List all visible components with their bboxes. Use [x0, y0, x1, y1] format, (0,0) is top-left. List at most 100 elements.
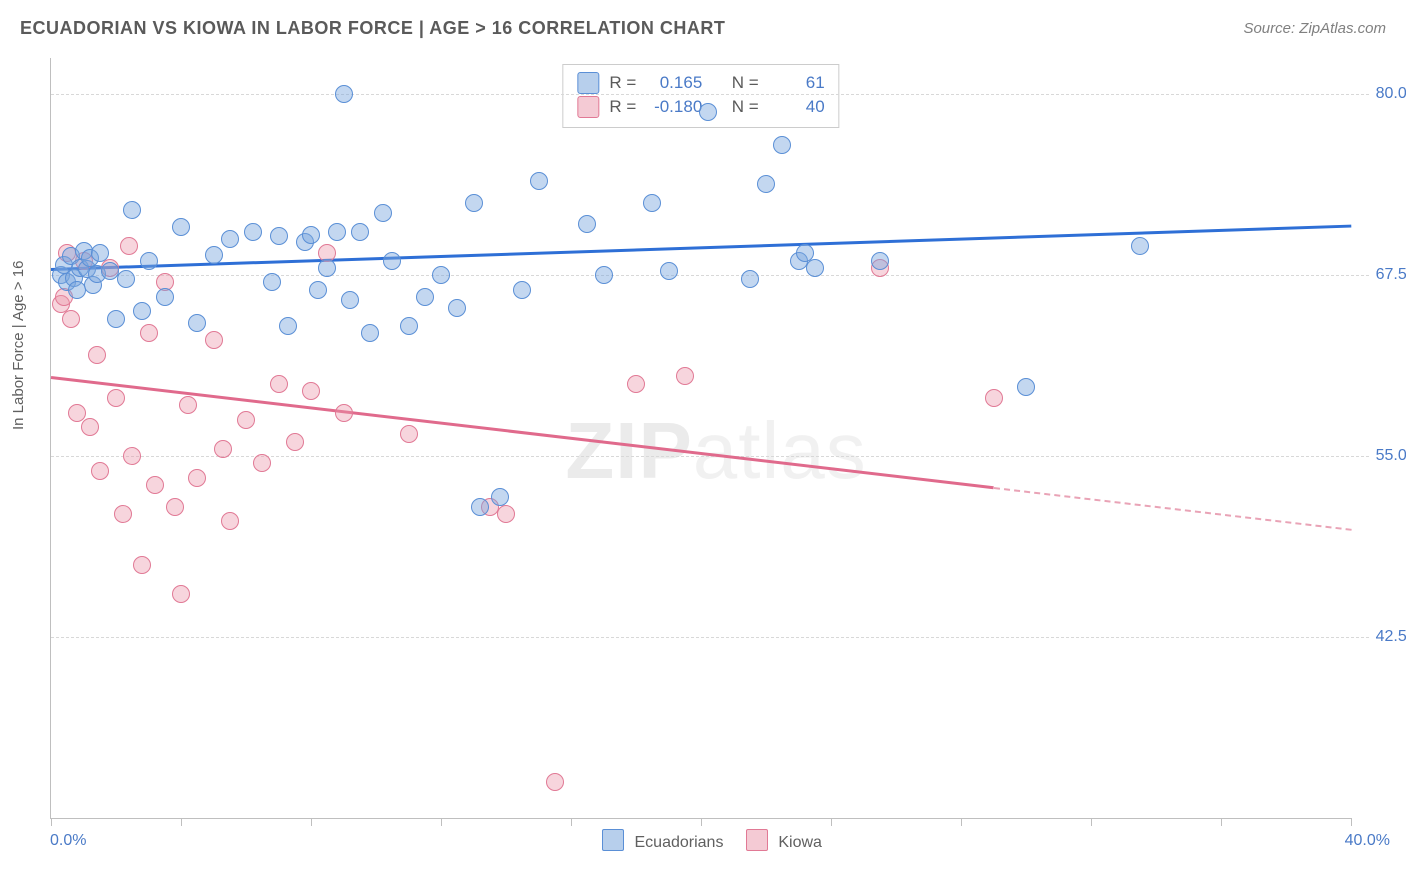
scatter-point-kiowa — [188, 469, 206, 487]
scatter-point-ecuadorians — [699, 103, 717, 121]
scatter-point-kiowa — [286, 433, 304, 451]
scatter-point-kiowa — [237, 411, 255, 429]
scatter-point-kiowa — [676, 367, 694, 385]
scatter-point-ecuadorians — [133, 302, 151, 320]
watermark: ZIPatlas — [565, 405, 866, 497]
scatter-point-ecuadorians — [448, 299, 466, 317]
scatter-point-ecuadorians — [341, 291, 359, 309]
gridline — [51, 275, 1369, 276]
scatter-point-ecuadorians — [107, 310, 125, 328]
scatter-point-kiowa — [133, 556, 151, 574]
scatter-point-kiowa — [62, 310, 80, 328]
y-tick-label: 67.5% — [1361, 266, 1406, 284]
source-label: Source: ZipAtlas.com — [1243, 20, 1386, 37]
x-tick — [701, 818, 702, 826]
scatter-point-ecuadorians — [471, 498, 489, 516]
scatter-point-ecuadorians — [328, 223, 346, 241]
scatter-point-ecuadorians — [221, 230, 239, 248]
scatter-point-ecuadorians — [491, 488, 509, 506]
scatter-point-kiowa — [172, 585, 190, 603]
scatter-point-ecuadorians — [871, 252, 889, 270]
x-tick — [441, 818, 442, 826]
stat-row-ecuadorians: R = 0.165 N = 61 — [577, 71, 824, 95]
scatter-point-ecuadorians — [156, 288, 174, 306]
scatter-point-kiowa — [140, 324, 158, 342]
scatter-point-ecuadorians — [578, 215, 596, 233]
scatter-point-ecuadorians — [806, 259, 824, 277]
scatter-point-kiowa — [88, 346, 106, 364]
x-tick — [571, 818, 572, 826]
scatter-point-kiowa — [205, 331, 223, 349]
scatter-point-ecuadorians — [244, 223, 262, 241]
swatch-ecuadorians-icon — [577, 72, 599, 94]
scatter-point-ecuadorians — [432, 266, 450, 284]
scatter-point-ecuadorians — [302, 226, 320, 244]
scatter-point-ecuadorians — [1131, 237, 1149, 255]
x-tick — [831, 818, 832, 826]
scatter-point-ecuadorians — [660, 262, 678, 280]
scatter-point-ecuadorians — [101, 262, 119, 280]
legend-label-kiowa: Kiowa — [778, 834, 822, 851]
x-tick — [51, 818, 52, 826]
scatter-point-ecuadorians — [309, 281, 327, 299]
legend-label-ecuadorians: Ecuadorians — [635, 834, 724, 851]
swatch-kiowa-icon — [577, 96, 599, 118]
scatter-point-ecuadorians — [361, 324, 379, 342]
scatter-point-ecuadorians — [140, 252, 158, 270]
scatter-point-ecuadorians — [188, 314, 206, 332]
scatter-point-kiowa — [270, 375, 288, 393]
scatter-point-kiowa — [627, 375, 645, 393]
scatter-point-ecuadorians — [351, 223, 369, 241]
scatter-point-ecuadorians — [117, 270, 135, 288]
scatter-point-ecuadorians — [530, 172, 548, 190]
scatter-point-kiowa — [179, 396, 197, 414]
x-tick — [961, 818, 962, 826]
scatter-point-kiowa — [253, 454, 271, 472]
scatter-point-kiowa — [221, 512, 239, 530]
scatter-point-ecuadorians — [465, 194, 483, 212]
scatter-point-kiowa — [91, 462, 109, 480]
scatter-point-ecuadorians — [595, 266, 613, 284]
scatter-point-ecuadorians — [68, 281, 86, 299]
scatter-point-ecuadorians — [773, 136, 791, 154]
scatter-point-ecuadorians — [318, 259, 336, 277]
scatter-point-kiowa — [146, 476, 164, 494]
scatter-point-ecuadorians — [205, 246, 223, 264]
scatter-point-ecuadorians — [1017, 378, 1035, 396]
scatter-point-kiowa — [214, 440, 232, 458]
gridline — [51, 456, 1369, 457]
y-tick-label: 55.0% — [1361, 447, 1406, 465]
chart-title: ECUADORIAN VS KIOWA IN LABOR FORCE | AGE… — [20, 18, 725, 38]
scatter-point-kiowa — [335, 404, 353, 422]
scatter-point-ecuadorians — [741, 270, 759, 288]
scatter-point-ecuadorians — [270, 227, 288, 245]
gridline — [51, 94, 1369, 95]
scatter-point-kiowa — [497, 505, 515, 523]
scatter-point-ecuadorians — [643, 194, 661, 212]
scatter-point-kiowa — [123, 447, 141, 465]
scatter-point-kiowa — [985, 389, 1003, 407]
y-tick-label: 80.0% — [1361, 85, 1406, 103]
scatter-point-ecuadorians — [123, 201, 141, 219]
x-tick — [1221, 818, 1222, 826]
chart-plot-area: ZIPatlas R = 0.165 N = 61 R = -0.180 N =… — [50, 58, 1351, 819]
legend: Ecuadorians Kiowa — [0, 829, 1406, 852]
scatter-point-kiowa — [400, 425, 418, 443]
x-tick — [1091, 818, 1092, 826]
legend-swatch-ecuadorians-icon — [602, 829, 624, 851]
scatter-point-ecuadorians — [400, 317, 418, 335]
scatter-point-ecuadorians — [757, 175, 775, 193]
scatter-point-kiowa — [68, 404, 86, 422]
scatter-point-kiowa — [166, 498, 184, 516]
scatter-point-ecuadorians — [91, 244, 109, 262]
scatter-point-ecuadorians — [374, 204, 392, 222]
scatter-point-kiowa — [107, 389, 125, 407]
x-tick — [181, 818, 182, 826]
y-tick-label: 42.5% — [1361, 628, 1406, 646]
scatter-point-ecuadorians — [383, 252, 401, 270]
x-tick — [1351, 818, 1352, 826]
scatter-point-ecuadorians — [416, 288, 434, 306]
scatter-point-kiowa — [114, 505, 132, 523]
scatter-point-ecuadorians — [279, 317, 297, 335]
x-tick — [311, 818, 312, 826]
